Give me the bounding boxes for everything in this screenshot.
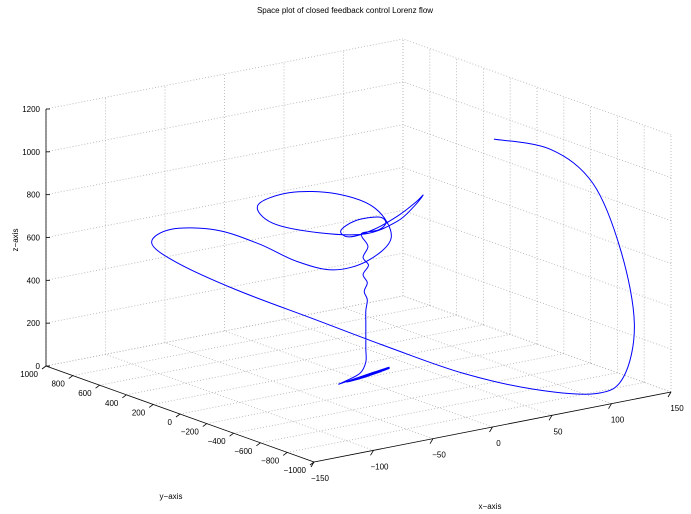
y-tick-label: −200 [181, 428, 200, 437]
grid-line-floor-y [99, 314, 457, 386]
grid-line-back-z [45, 167, 404, 238]
y-tick-mark [122, 394, 127, 399]
data-layer [151, 138, 635, 395]
x-tick-label: 100 [611, 416, 625, 425]
grid-line-floor-y [126, 324, 484, 396]
y-tick-label: 200 [132, 408, 146, 417]
y-tick-mark [68, 375, 74, 379]
x-tick-label: 0 [496, 439, 501, 448]
grid-line-floor-y [233, 362, 591, 434]
x-tick-mark [548, 415, 553, 421]
z-tick-label: 1200 [22, 105, 40, 114]
z-tick-label: 400 [27, 276, 41, 285]
z-tick-label: 0 [36, 362, 41, 371]
grid-line-floor-y [206, 353, 564, 424]
y-tick-mark [175, 413, 181, 418]
y-tick-mark [202, 423, 208, 427]
grid-line-floor-x [164, 342, 434, 440]
grid-line-floor-y [287, 382, 645, 453]
grid-line-back-z [45, 209, 404, 281]
grid-line-side-z [402, 38, 672, 136]
x-tick-label: −150 [311, 474, 330, 483]
chart-title: Space plot of closed feedback control Lo… [257, 6, 433, 15]
x-tick-label: −100 [370, 462, 389, 471]
tick-layer: −150 −100 −50 0 50 100 150 −1000 −800 −600 −400 −20… [20, 105, 684, 483]
z-tick-label: 200 [27, 319, 41, 328]
grid-line-back-z [45, 252, 404, 324]
grid-layer [45, 38, 672, 463]
x-tick-mark [608, 403, 612, 409]
x-tick-mark [370, 450, 374, 456]
z-axis-label: z−axis [11, 229, 20, 252]
grid-line-side-z [402, 295, 672, 393]
y-tick-mark [256, 442, 261, 447]
y-tick-mark [95, 384, 100, 389]
grid-line-floor-x [105, 353, 374, 451]
y-tick-label: 400 [105, 399, 119, 408]
grid-line-side-z [402, 124, 672, 222]
z-tick-label: 1000 [22, 148, 40, 157]
y-tick-label: 800 [51, 380, 65, 389]
y-tick-mark [148, 404, 154, 408]
x-tick-mark [429, 438, 434, 444]
y-tick-label: 0 [168, 418, 173, 427]
grid-line-back-z [45, 81, 404, 153]
y-tick-label: −800 [261, 456, 280, 465]
y-tick-label: −1000 [284, 466, 307, 475]
grid-line-side-z [402, 209, 672, 307]
y-axis-label: y−axis [160, 492, 183, 501]
grid-line-back-z [45, 38, 404, 110]
grid-line-floor-y [72, 305, 430, 376]
grid-line-floor-x [343, 307, 612, 405]
x-axis-label: x−axis [479, 502, 502, 511]
y-tick-label: −600 [234, 447, 253, 456]
trajectory-line-0 [151, 138, 635, 395]
x-tick-label: 50 [554, 427, 563, 436]
y-tick-mark [282, 452, 288, 456]
x-tick-mark [489, 426, 493, 433]
y-tick-mark [229, 432, 234, 437]
grid-line-side-z [402, 252, 672, 350]
z-tick-label: 600 [27, 234, 41, 243]
y-tick-label: 600 [78, 389, 92, 398]
x-tick-label: −50 [432, 451, 446, 460]
y-tick-label: 1000 [20, 370, 38, 379]
z-tick-label: 800 [27, 191, 41, 200]
x-tick-label: 150 [670, 404, 684, 413]
grid-line-back-z [45, 124, 404, 196]
grid-line-floor-x [283, 318, 553, 416]
grid-line-side-z [402, 167, 672, 264]
grid-line-floor-y [260, 372, 618, 444]
grid-line-floor-y [179, 343, 538, 415]
grid-line-side-z [402, 81, 672, 179]
y-tick-mark [309, 461, 315, 466]
grid-line-floor-x [224, 330, 493, 428]
grid-line-back-z [45, 295, 404, 367]
y-tick-label: −400 [208, 437, 227, 446]
x-tick-mark [667, 391, 672, 398]
y-tick-mark [41, 365, 47, 370]
grid-line-floor-y [153, 334, 511, 405]
